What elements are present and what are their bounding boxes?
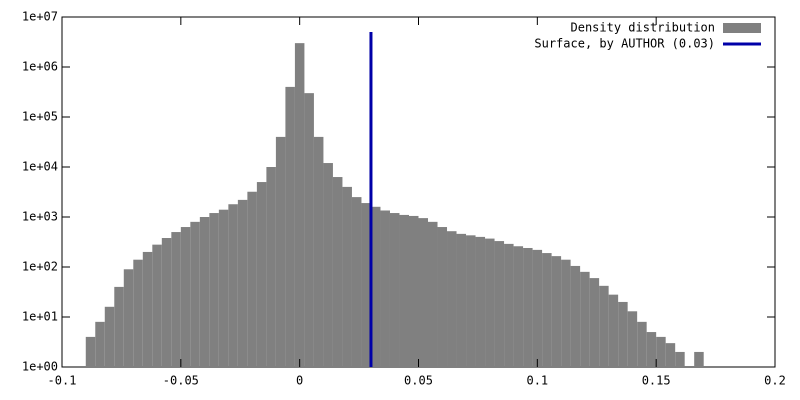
- bar: [475, 236, 486, 367]
- bar: [618, 301, 628, 367]
- legend-label: Surface, by AUTHOR (0.03): [534, 37, 715, 51]
- y-tick-label: 1e+01: [22, 310, 58, 324]
- x-tick-label: 0.1: [526, 374, 548, 388]
- bar: [247, 191, 257, 367]
- bar: [694, 351, 704, 367]
- bar: [361, 203, 371, 367]
- bar: [665, 343, 676, 367]
- bar: [456, 233, 467, 367]
- bar: [608, 294, 619, 367]
- x-tick-label: 0.15: [642, 374, 671, 388]
- bar: [180, 227, 191, 367]
- bar: [675, 351, 685, 367]
- y-tick-label: 1e+07: [22, 10, 58, 24]
- bar: [237, 199, 248, 367]
- bar: [437, 227, 448, 367]
- bar: [133, 259, 143, 367]
- bar: [142, 251, 153, 367]
- bar: [285, 86, 295, 367]
- bar: [294, 43, 305, 368]
- bar: [304, 93, 314, 368]
- y-tick-label: 1e+05: [22, 110, 58, 124]
- bar: [313, 136, 324, 367]
- bar: [466, 235, 476, 367]
- y-tick-label: 1e+03: [22, 210, 58, 224]
- bar: [161, 238, 172, 367]
- bar: [123, 269, 134, 367]
- bar: [209, 213, 219, 367]
- bar: [370, 206, 381, 367]
- legend-label: Density distribution: [571, 21, 716, 35]
- x-tick-label: 0: [296, 374, 303, 388]
- bar: [523, 247, 533, 367]
- bar: [152, 244, 162, 367]
- bar: [589, 278, 600, 367]
- bar: [532, 249, 543, 367]
- bar: [656, 336, 666, 367]
- bar: [551, 256, 562, 367]
- bar: [256, 182, 267, 367]
- bar: [428, 221, 438, 367]
- bar: [218, 209, 229, 367]
- bar: [85, 336, 96, 367]
- bar: [275, 136, 286, 367]
- bar: [637, 321, 647, 367]
- x-tick-label: -0.1: [48, 374, 77, 388]
- bar: [646, 332, 657, 367]
- bar: [542, 253, 552, 367]
- bar: [513, 246, 524, 367]
- bar: [408, 215, 419, 367]
- bar: [399, 214, 409, 367]
- bar: [332, 177, 343, 367]
- bar: [95, 321, 105, 367]
- bar: [104, 306, 115, 367]
- bar: [190, 221, 200, 367]
- bar: [228, 204, 238, 367]
- y-tick-label: 1e+06: [22, 60, 58, 74]
- bar: [494, 241, 505, 367]
- bar: [447, 231, 457, 367]
- y-tick-label: 1e+00: [22, 360, 58, 374]
- bar: [570, 265, 581, 367]
- bar: [342, 186, 352, 367]
- bar: [627, 311, 638, 367]
- y-tick-label: 1e+04: [22, 160, 58, 174]
- x-tick-label: -0.05: [163, 374, 199, 388]
- bar: [504, 243, 514, 367]
- bar: [599, 285, 609, 367]
- bar: [580, 271, 590, 367]
- bar: [114, 286, 124, 367]
- x-tick-label: 0.2: [764, 374, 786, 388]
- bar: [199, 217, 210, 367]
- bar: [380, 210, 390, 367]
- bar: [389, 213, 400, 367]
- bar: [485, 238, 495, 367]
- bar: [266, 167, 276, 367]
- bar: [171, 232, 181, 367]
- x-tick-label: 0.05: [404, 374, 433, 388]
- y-tick-label: 1e+02: [22, 260, 58, 274]
- bar: [323, 163, 333, 367]
- bar: [561, 259, 571, 367]
- bar: [418, 218, 429, 367]
- legend-swatch: [723, 23, 761, 33]
- bar: [351, 197, 362, 367]
